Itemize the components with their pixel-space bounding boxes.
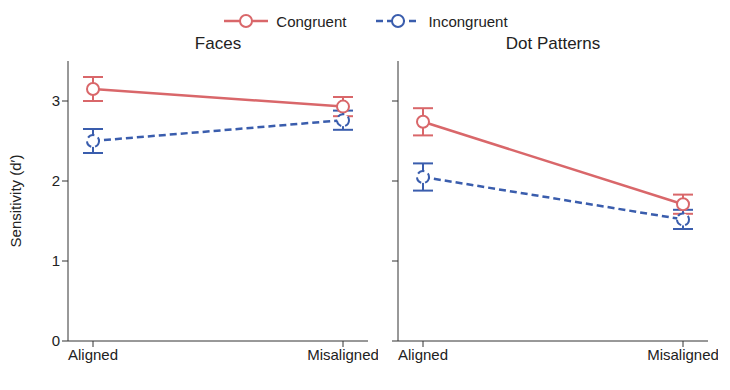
svg-text:Misaligned: Misaligned (647, 346, 718, 363)
svg-text:3: 3 (52, 92, 60, 109)
html-text:Dot Patterns: Dot Patterns (505, 34, 601, 53)
html-text:Incongruent: Incongruent (428, 12, 508, 30)
svg-text:Sensitivity (d′): Sensitivity (d′) (8, 155, 24, 248)
svg-text:2: 2 (52, 172, 60, 189)
html-text:Congruent: Congruent (276, 12, 347, 30)
html-text:Faces: Faces (194, 34, 242, 53)
svg-text:Aligned: Aligned (398, 346, 448, 363)
svg-text:Aligned: Aligned (68, 346, 118, 363)
svg-text:Misaligned: Misaligned (307, 346, 378, 363)
svg-text:1: 1 (52, 252, 60, 269)
svg-text:0: 0 (52, 332, 60, 349)
